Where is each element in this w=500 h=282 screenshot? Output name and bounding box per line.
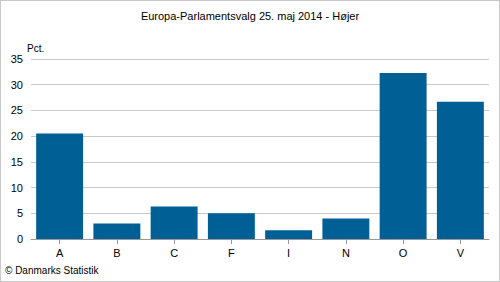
svg-text:I: I <box>287 247 290 259</box>
svg-text:C: C <box>170 247 178 259</box>
svg-text:Pct.: Pct. <box>27 43 44 54</box>
svg-text:0: 0 <box>17 233 23 245</box>
svg-text:15: 15 <box>11 156 23 168</box>
svg-text:20: 20 <box>11 130 23 142</box>
svg-text:Europa-Parlamentsvalg 25. maj: Europa-Parlamentsvalg 25. maj 2014 - Høj… <box>141 10 360 22</box>
svg-text:30: 30 <box>11 79 23 91</box>
svg-text:5: 5 <box>17 207 23 219</box>
svg-text:A: A <box>56 247 64 259</box>
svg-text:35: 35 <box>11 53 23 65</box>
svg-text:© Danmarks Statistik: © Danmarks Statistik <box>5 265 100 276</box>
svg-text:V: V <box>457 247 465 259</box>
svg-text:F: F <box>228 247 235 259</box>
svg-text:25: 25 <box>11 104 23 116</box>
svg-text:10: 10 <box>11 182 23 194</box>
svg-text:N: N <box>342 247 350 259</box>
svg-text:B: B <box>113 247 120 259</box>
svg-text:O: O <box>399 247 408 259</box>
